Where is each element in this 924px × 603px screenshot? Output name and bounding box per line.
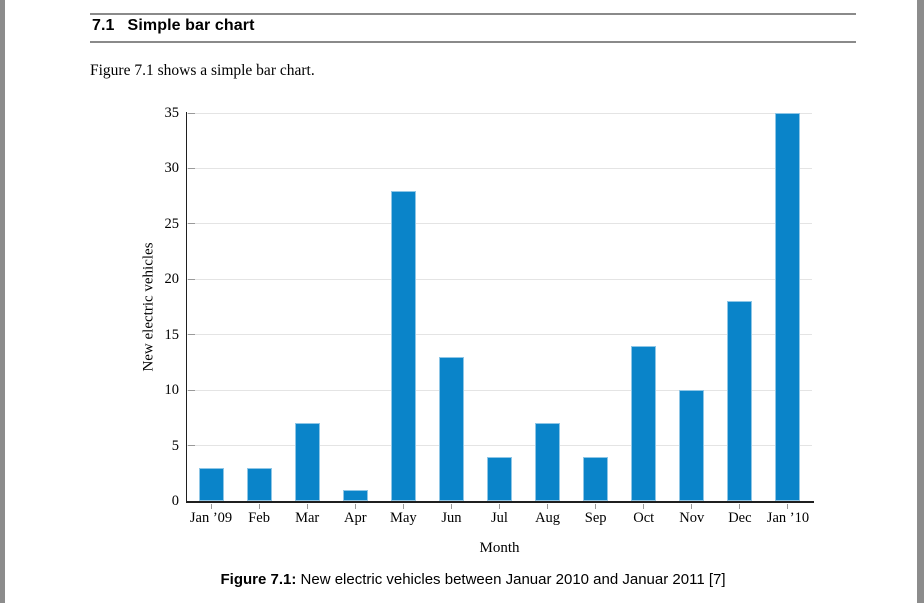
y-tick-label: 15 (164, 326, 180, 343)
x-tick-label: Jan ’10 (766, 510, 810, 526)
x-tick-label: Mar (295, 510, 320, 526)
x-tick (210, 503, 212, 509)
y-tick-label: 25 (164, 215, 180, 232)
x-tick-label: Aug (535, 510, 561, 526)
bar-jun (438, 356, 464, 501)
section-number: 7.1 (92, 17, 115, 34)
x-tick-label: Feb (248, 510, 270, 526)
gridline (187, 278, 812, 280)
x-tick-label: Jul (491, 510, 508, 526)
bar-feb (246, 467, 272, 501)
y-tick (188, 223, 195, 225)
x-tick (258, 503, 260, 509)
section-rule-bottom (90, 41, 856, 43)
y-tick-label: 20 (164, 271, 180, 288)
bar-jan09 (198, 467, 224, 501)
page-edge-left (0, 0, 5, 603)
x-tick (354, 503, 356, 509)
section-title: Simple bar chart (127, 17, 255, 34)
x-tick (450, 503, 452, 509)
section-rule-top (90, 13, 856, 15)
gridline (187, 112, 812, 114)
bar-aug (535, 423, 561, 501)
y-tick (188, 112, 195, 114)
y-tick-label: 5 (171, 437, 179, 454)
bar-dec (727, 301, 753, 501)
x-tick (595, 503, 597, 509)
y-tick-label: 30 (164, 160, 180, 177)
x-tick (402, 503, 404, 509)
x-axis-line (185, 501, 814, 503)
bar-apr (342, 489, 368, 501)
x-tick (643, 503, 645, 509)
y-tick-label: 10 (164, 382, 180, 399)
x-tick (499, 503, 500, 509)
x-tick-label: May (390, 510, 417, 526)
bar-oct (631, 345, 657, 501)
gridline (187, 334, 812, 336)
caption-text: New electric vehicles between Januar 201… (300, 571, 726, 588)
y-axis-label: New electric vehicles (140, 242, 157, 372)
y-tick-label: 35 (164, 105, 180, 121)
y-tick (188, 278, 195, 280)
y-tick (188, 334, 195, 336)
x-tick (787, 503, 789, 509)
bar-may (390, 190, 416, 501)
x-tick (691, 503, 693, 509)
x-tick-label: Sep (584, 510, 607, 526)
bar-mar (294, 423, 320, 501)
y-tick-label: 0 (171, 493, 179, 509)
y-tick (188, 167, 195, 169)
gridline (187, 223, 812, 225)
bar-jan10 (775, 113, 801, 501)
x-tick-label: Jun (441, 510, 462, 526)
x-tick (739, 503, 741, 509)
bar-jul (487, 456, 512, 501)
x-tick-label: Jan ’09 (189, 510, 233, 526)
x-tick-label: Apr (343, 510, 367, 526)
caption-label: Figure 7.1: (220, 571, 297, 588)
gridline (187, 389, 812, 391)
gridline (187, 167, 812, 169)
bar-sep (583, 456, 609, 501)
y-tick (188, 445, 195, 447)
gridline (187, 445, 812, 447)
x-tick (547, 503, 549, 509)
x-tick-label: Nov (679, 510, 705, 526)
x-axis-label: Month (479, 540, 520, 556)
intro-text: Figure 7.1 shows a simple bar chart. (90, 62, 315, 79)
x-tick (306, 503, 308, 509)
figure-caption: Figure 7.1: New electric vehicles betwee… (90, 571, 856, 588)
section-header: 7.1 Simple bar chart (92, 17, 255, 35)
bar-nov (679, 390, 705, 501)
y-tick (188, 389, 195, 391)
page-edge-right (917, 0, 924, 603)
x-tick-label: Dec (728, 510, 752, 526)
y-axis-line (185, 112, 187, 503)
x-tick-label: Oct (633, 510, 655, 526)
